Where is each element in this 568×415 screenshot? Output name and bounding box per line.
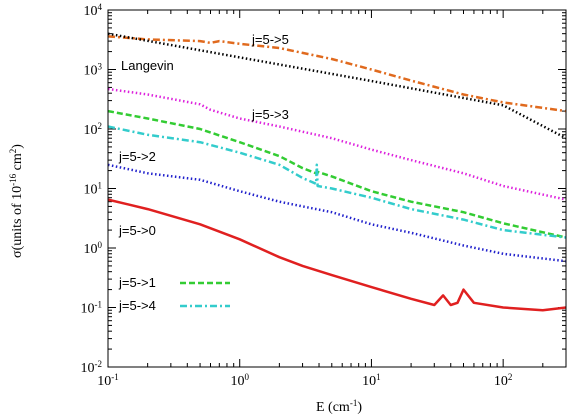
y-tick-label: 103 — [84, 62, 103, 79]
y-tick-label-base: 10 — [84, 242, 98, 257]
y-tick-label: 10-1 — [81, 300, 103, 317]
y-tick-label-exp: -2 — [95, 359, 103, 369]
y-tick-label: 101 — [84, 181, 103, 198]
x-axis-label: E (cm-1) — [316, 398, 362, 415]
y-tick-label-exp: 1 — [98, 181, 103, 191]
y-tick-label: 102 — [84, 121, 103, 138]
y-tick-label-base: 10 — [81, 361, 95, 376]
x-tick-label-base: 10 — [230, 374, 244, 389]
x-tick-label: 100 — [230, 372, 249, 389]
x-tick-label-base: 10 — [97, 374, 111, 389]
x-axis-label-main: E (cm — [316, 400, 350, 415]
x-axis-label-close: ) — [357, 400, 362, 415]
series-layer — [107, 32, 567, 312]
x-tick-label: 102 — [494, 372, 513, 389]
y-tick-label-exp: -1 — [95, 300, 103, 310]
y-tick-label: 100 — [84, 240, 103, 257]
plot-frame — [107, 9, 567, 368]
y-tick-label-base: 10 — [84, 183, 98, 198]
x-tick-label-base: 10 — [494, 374, 508, 389]
y-tick-label-exp: 4 — [98, 2, 103, 12]
y-tick-label-base: 10 — [84, 64, 98, 79]
y-axis-label-exp2: 2 — [8, 149, 18, 154]
series-line-j-5-5 — [107, 35, 567, 113]
series-line-j-5-2 — [107, 163, 567, 263]
x-tick-label: 10-1 — [97, 372, 119, 389]
y-tick-label: 104 — [84, 2, 103, 19]
y-tick-label-exp: 2 — [98, 121, 103, 131]
annotation-j50: j=5->0 — [118, 223, 156, 238]
y-axis-label-mid: cm — [10, 153, 25, 174]
x-tick-label-exp: -1 — [111, 372, 119, 382]
y-tick-label-base: 10 — [81, 302, 95, 317]
y-axis-label-close: ) — [10, 144, 25, 149]
y-axis-label-main: σ(units of 10 — [10, 186, 25, 258]
x-tick-label-base: 10 — [362, 374, 376, 389]
annotation-j55: j=5->5 — [251, 32, 289, 47]
x-tick-label-exp: 2 — [508, 372, 513, 382]
tick-marks-layer — [107, 9, 567, 368]
y-tick-label-exp: 3 — [98, 62, 103, 72]
x-tick-label-exp: 0 — [244, 372, 249, 382]
x-tick-label-exp: 1 — [376, 372, 381, 382]
y-tick-label-exp: 0 — [98, 240, 103, 250]
annotation-j53: j=5->3 — [251, 107, 289, 122]
series-line-j-5-4 — [107, 125, 567, 239]
x-axis-label-exp: -1 — [350, 398, 358, 408]
x-tick-label: 101 — [362, 372, 381, 389]
legend-label-j51: j=5->1 — [118, 275, 156, 290]
y-tick-label: 10-2 — [81, 359, 103, 376]
legend: j=5->1 j=5->4 — [118, 275, 230, 313]
y-axis-label-exp1: -16 — [8, 173, 18, 185]
legend-label-j54: j=5->4 — [118, 298, 156, 313]
series-line-j-5-3 — [107, 87, 567, 201]
annotation-langevin: Langevin — [121, 58, 174, 73]
annotation-j52: j=5->2 — [118, 149, 156, 164]
series-line-j-5-0 — [107, 198, 567, 312]
y-tick-label-base: 10 — [84, 123, 98, 138]
y-tick-label-base: 10 — [84, 4, 98, 19]
y-axis-label: σ(units of 10-16 cm2) — [8, 144, 25, 258]
series-line-langevin — [107, 32, 567, 140]
